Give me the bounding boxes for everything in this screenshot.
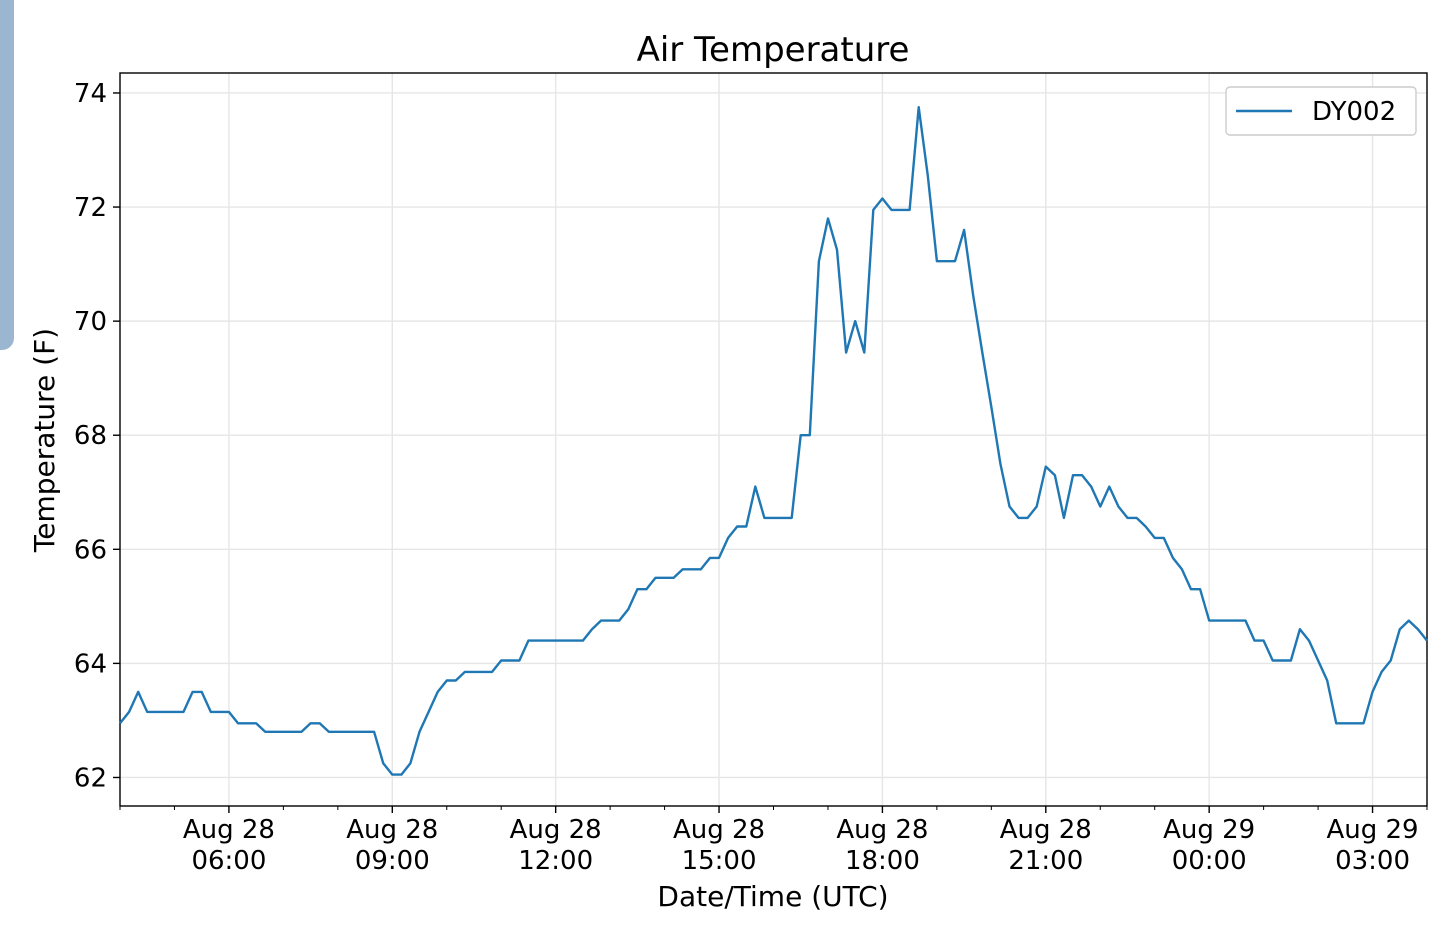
y-tick-label: 70 bbox=[74, 307, 107, 337]
legend-label-dy002: DY002 bbox=[1312, 97, 1396, 127]
y-tick-label: 68 bbox=[74, 421, 107, 451]
x-tick-label-date: Aug 28 bbox=[1000, 815, 1092, 845]
y-tick-label: 64 bbox=[74, 649, 107, 679]
x-tick-label-time: 09:00 bbox=[355, 846, 430, 876]
y-tick-label: 66 bbox=[74, 535, 107, 565]
x-tick-label-time: 18:00 bbox=[845, 846, 920, 876]
plot-area-frame bbox=[119, 72, 1428, 807]
series-line-dy002 bbox=[119, 106, 1428, 776]
legend: DY002 bbox=[1225, 86, 1417, 136]
x-tick-label-date: Aug 28 bbox=[836, 815, 928, 845]
x-tick-label-time: 06:00 bbox=[191, 846, 266, 876]
x-tick-label-time: 15:00 bbox=[682, 846, 757, 876]
x-tick-label-date: Aug 28 bbox=[673, 815, 765, 845]
chart-title: Air Temperature bbox=[637, 30, 910, 70]
x-tick-label-date: Aug 28 bbox=[510, 815, 602, 845]
x-tick-label-time: 21:00 bbox=[1008, 846, 1083, 876]
x-tick-label-time: 12:00 bbox=[518, 846, 593, 876]
x-tick-label-date: Aug 29 bbox=[1326, 815, 1418, 845]
x-axis-title: Date/Time (UTC) bbox=[657, 880, 888, 913]
y-tick-label: 62 bbox=[74, 763, 107, 793]
x-tick-label-date: Aug 28 bbox=[183, 815, 275, 845]
x-tick-label-time: 03:00 bbox=[1335, 846, 1410, 876]
grid-lines bbox=[120, 73, 1427, 806]
x-tick-label-date: Aug 28 bbox=[346, 815, 438, 845]
x-tick-label-time: 00:00 bbox=[1172, 846, 1247, 876]
y-tick-label: 74 bbox=[74, 79, 107, 109]
legend-box bbox=[1225, 86, 1417, 136]
side-panel-tab[interactable] bbox=[0, 0, 14, 350]
y-tick-label: 72 bbox=[74, 193, 107, 223]
y-axis-title: Temperature (F) bbox=[28, 328, 61, 553]
x-tick-label-date: Aug 29 bbox=[1163, 815, 1255, 845]
